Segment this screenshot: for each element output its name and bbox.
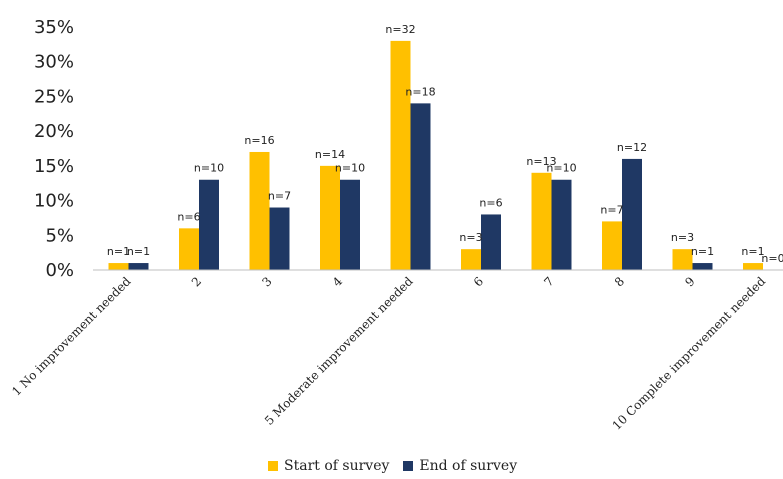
legend-swatch-end <box>403 461 414 471</box>
data-label: n=7 <box>600 203 623 216</box>
x-tick-label: 2 <box>189 274 204 289</box>
bar-end-of-survey <box>551 179 572 270</box>
bar-start-of-survey <box>390 40 411 271</box>
y-tick-label: 0% <box>45 260 74 281</box>
x-tick-label: 9 <box>682 274 697 289</box>
bar-end-of-survey <box>622 158 642 270</box>
x-tick-label: 1 No improvement needed <box>9 274 134 399</box>
bar-end-of-survey <box>410 103 431 270</box>
data-label: n=10 <box>546 162 576 175</box>
bar-end-of-survey <box>340 179 360 270</box>
legend-label-end: End of survey <box>419 458 518 474</box>
bar-start-of-survey <box>108 263 129 270</box>
x-tick-label: 4 <box>330 274 346 290</box>
bar-start-of-survey <box>179 228 199 270</box>
data-label: n=32 <box>385 23 415 36</box>
data-label: n=13 <box>526 155 556 168</box>
legend-label-start: Start of survey <box>284 458 390 474</box>
x-tick-label: 6 <box>471 274 486 289</box>
y-tick-label: 20% <box>34 121 74 142</box>
bar-start-of-survey <box>743 263 763 270</box>
legend-swatch-start <box>268 461 278 471</box>
bar-start-of-survey <box>320 165 340 270</box>
data-label: n=10 <box>335 162 365 175</box>
data-label: n=7 <box>268 190 291 203</box>
bars <box>108 40 763 271</box>
y-tick-label: 5% <box>45 225 74 246</box>
x-tick-label: 3 <box>259 274 274 289</box>
data-label: n=0 <box>761 252 783 265</box>
x-tick-label: 10 Complete improvement needed <box>610 274 769 433</box>
bar-start-of-survey <box>672 249 693 270</box>
y-tick-label: 15% <box>34 156 74 177</box>
data-label: n=18 <box>405 85 435 98</box>
y-tick-label: 35% <box>34 17 74 38</box>
bar-start-of-survey <box>249 151 270 270</box>
data-label: n=10 <box>194 162 224 175</box>
bar-start-of-survey <box>531 172 552 270</box>
bar-end-of-survey <box>128 263 149 270</box>
y-tick-label: 30% <box>34 52 74 73</box>
data-label: n=14 <box>315 148 345 161</box>
legend-item-end: End of survey <box>403 458 517 474</box>
x-tick-label: 5 Moderate improvement needed <box>262 274 416 428</box>
x-tick-label: 7 <box>541 274 556 289</box>
data-labels: n=1n=1n=6n=10n=16n=7n=14n=10n=32n=18n=3n… <box>107 23 783 265</box>
data-label: n=12 <box>617 141 647 154</box>
y-axis: 0% 5% 10% 15% 20% 25% 30% 35% <box>34 17 74 281</box>
legend-item-start: Start of survey <box>268 458 389 474</box>
data-label: n=1 <box>741 245 764 258</box>
x-axis: 1 No improvement needed 2 3 45 Moderate imp… <box>9 274 768 433</box>
bar-start-of-survey <box>602 221 622 270</box>
bar-end-of-survey <box>481 214 501 270</box>
data-label: n=6 <box>479 196 502 209</box>
data-label: n=16 <box>244 134 274 147</box>
y-tick-label: 10% <box>34 191 74 212</box>
data-label: n=1 <box>107 245 130 258</box>
bar-end-of-survey <box>269 207 290 270</box>
data-label: n=3 <box>459 231 482 244</box>
legend: Start of survey End of survey <box>268 458 517 474</box>
bar-end-of-survey <box>692 263 713 270</box>
x-tick-label: 8 <box>612 274 627 289</box>
y-tick-label: 25% <box>34 86 74 107</box>
data-label: n=1 <box>127 245 150 258</box>
bar-end-of-survey <box>199 179 219 270</box>
data-label: n=3 <box>671 231 694 244</box>
data-label: n=6 <box>177 210 200 223</box>
bar-start-of-survey <box>461 249 481 270</box>
data-label: n=1 <box>691 245 714 258</box>
